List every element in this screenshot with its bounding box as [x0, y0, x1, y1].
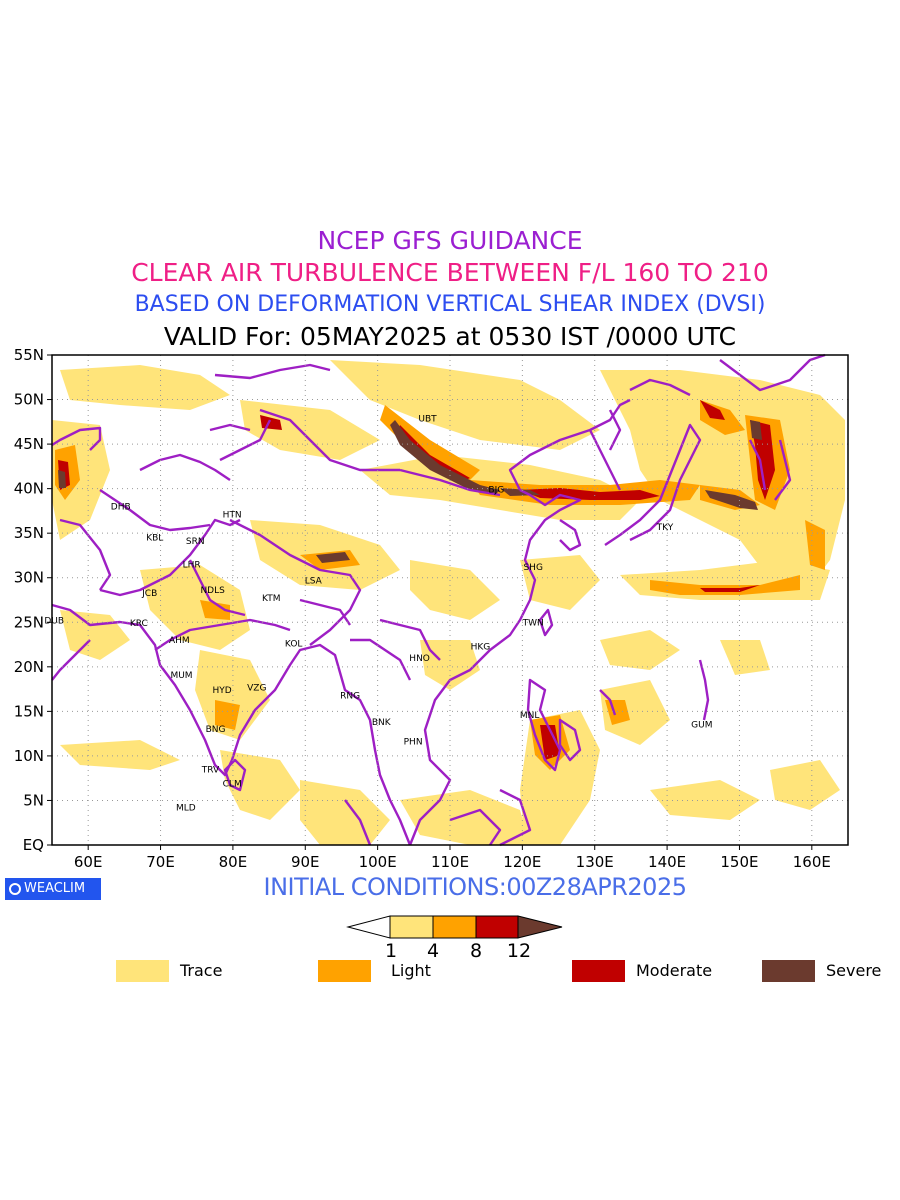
colorbar-level-4: 12: [506, 940, 532, 962]
station-label: GUM: [691, 721, 712, 731]
station-label: HTN: [223, 510, 242, 520]
lon-tick-label: 160E: [793, 853, 831, 871]
lat-tick-label: 55N: [14, 346, 44, 364]
station-label: HNO: [409, 654, 430, 664]
station-label: KRC: [130, 619, 148, 629]
turbulence-field: [52, 360, 845, 845]
severe-patches: [58, 420, 762, 563]
legend-swatch-light: [318, 960, 371, 982]
station-label: MNL: [520, 711, 540, 721]
lat-lon-grid: [52, 354, 848, 846]
station-label: UBT: [418, 414, 437, 424]
station-label: AHM: [169, 636, 190, 646]
map-axes: 60E 70E 80E 90E 100E 110E 120E 130E 140E 150E 160E…: [14, 346, 831, 871]
lon-tick-label: 90E: [291, 853, 320, 871]
station-label: KTM: [262, 594, 280, 604]
station-label: HKG: [471, 642, 491, 652]
lat-tick-label: EQ: [23, 836, 44, 854]
colorbar-level-1: 1: [384, 940, 398, 962]
station-label: CLM: [223, 780, 242, 790]
lat-tick-label: 40N: [14, 480, 44, 498]
legend-label-moderate: Moderate: [636, 961, 713, 980]
station-label: SHG: [523, 563, 542, 573]
station-label: DUB: [44, 616, 64, 626]
lon-tick-label: 120E: [503, 853, 541, 871]
station-label: TKY: [656, 523, 674, 533]
lon-tick-label: 140E: [648, 853, 686, 871]
colorbar: [346, 915, 563, 939]
lat-tick-label: 5N: [23, 791, 44, 809]
title-method: BASED ON DEFORMATION VERTICAL SHEAR INDE…: [134, 292, 766, 317]
lat-tick-label: 25N: [14, 613, 44, 631]
lat-tick-label: 50N: [14, 391, 44, 409]
station-markers: UBT BJG TKY SHG TWN HKG HNO LSA KTM KOL DHB KBL SRN L…: [44, 414, 712, 813]
station-label: MLD: [176, 804, 196, 814]
lat-tick-label: 45N: [14, 435, 44, 453]
station-label: PHN: [404, 738, 423, 748]
title-product: CLEAR AIR TURBULENCE BETWEEN F/L 160 TO …: [131, 258, 769, 287]
lat-tick-label: 30N: [14, 569, 44, 587]
station-label: HYD: [212, 686, 231, 696]
logo-icon: [9, 883, 21, 895]
colorbar-level-2: 4: [426, 940, 440, 962]
moderate-patches: [58, 400, 775, 760]
station-label: LHR: [183, 560, 201, 570]
station-label: BJG: [488, 486, 504, 496]
station-label: LSA: [305, 576, 323, 586]
station-label: BNK: [372, 718, 392, 728]
station-label: KBL: [146, 534, 163, 544]
station-label: TRV: [201, 765, 220, 775]
weaclim-logo: WEACLIM: [5, 878, 101, 900]
station-label: DHB: [111, 502, 131, 512]
lon-tick-label: 80E: [219, 853, 248, 871]
lon-tick-label: 110E: [431, 853, 469, 871]
colorbar-level-3: 8: [469, 940, 483, 962]
legend-label-light: Light: [391, 961, 431, 980]
station-label: SRN: [186, 537, 205, 547]
station-label: JCB: [141, 589, 157, 599]
legend-label-trace: Trace: [180, 961, 223, 980]
station-label: NDLS: [200, 586, 225, 596]
coastlines-and-borders: [51, 353, 826, 847]
station-label: RNG: [340, 691, 360, 701]
initial-conditions: INITIAL CONDITIONS:00Z28APR2025: [263, 873, 688, 901]
lon-tick-label: 60E: [74, 853, 103, 871]
title-model: NCEP GFS GUIDANCE: [317, 226, 583, 255]
station-label: BNG: [206, 725, 226, 735]
title-valid-time: VALID For: 05MAY2025 at 0530 IST /0000 U…: [163, 322, 737, 351]
station-label: TWN: [522, 618, 544, 628]
lon-tick-label: 100E: [359, 853, 397, 871]
lat-tick-label: 15N: [14, 702, 44, 720]
station-label: VZG: [247, 683, 266, 693]
lon-tick-label: 150E: [720, 853, 758, 871]
lat-tick-label: 20N: [14, 658, 44, 676]
legend-swatch-trace: [116, 960, 169, 982]
legend-swatch-moderate: [572, 960, 625, 982]
logo-text: WEACLIM: [24, 881, 86, 896]
station-label: MUM: [170, 671, 192, 681]
legend-label-severe: Severe: [826, 961, 882, 980]
legend-swatch-severe: [762, 960, 815, 982]
lat-tick-label: 35N: [14, 524, 44, 542]
station-label: KOL: [285, 640, 303, 650]
lat-tick-label: 10N: [14, 747, 44, 765]
lon-tick-label: 130E: [576, 853, 614, 871]
lon-tick-label: 70E: [146, 853, 175, 871]
